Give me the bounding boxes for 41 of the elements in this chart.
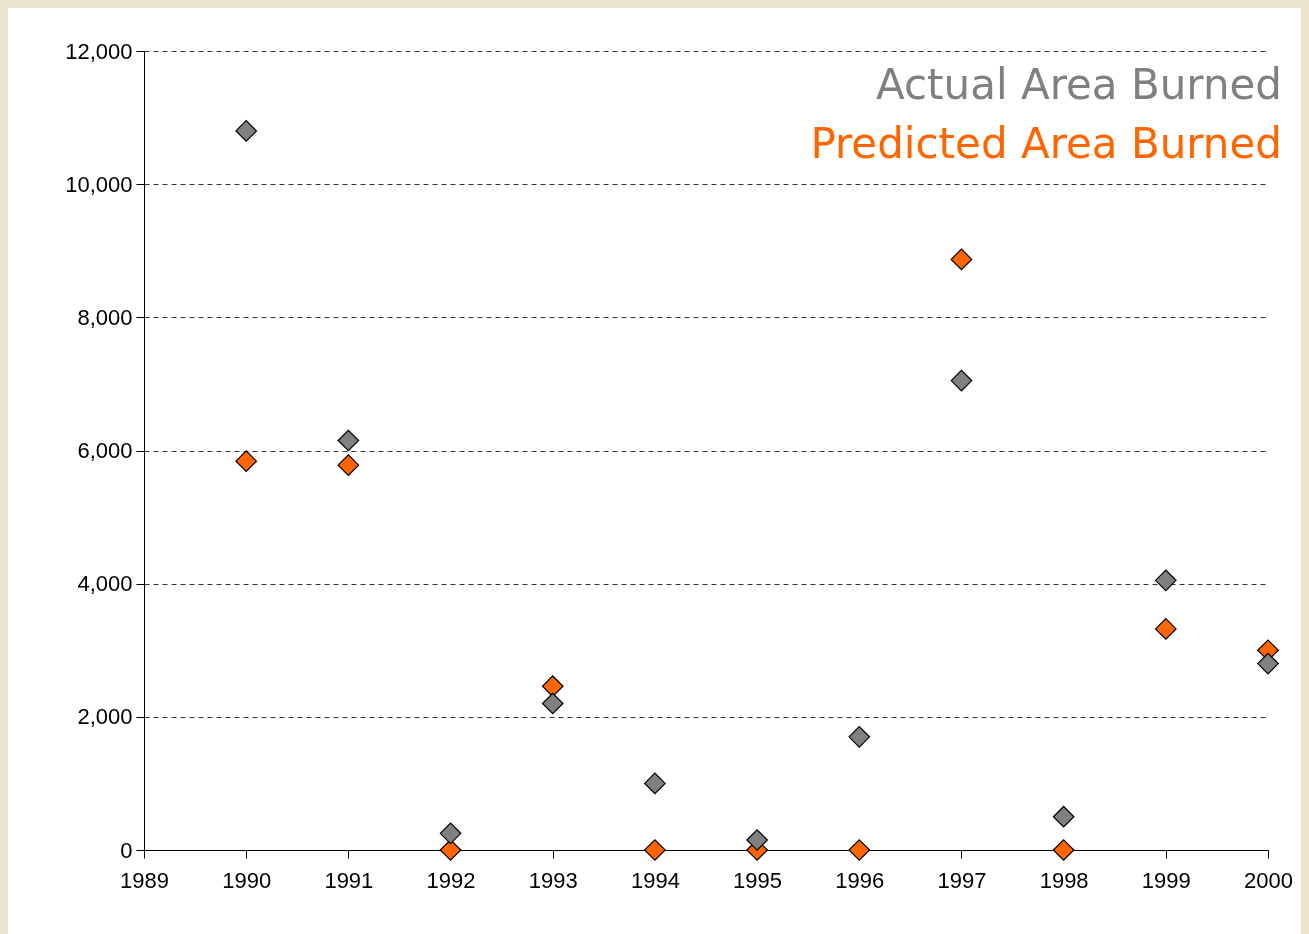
y-tick-label: 4,000: [77, 571, 133, 597]
point: [950, 248, 973, 271]
x-tick-label: 1995: [733, 867, 783, 893]
point: [644, 839, 666, 861]
point: [337, 429, 360, 452]
point: [746, 829, 768, 851]
y-tick-label: 0: [120, 837, 133, 863]
point: [439, 839, 462, 861]
y-tick-label: 10,000: [65, 171, 133, 197]
y-tick-label: 6,000: [77, 438, 133, 463]
x-tick-label: 1999: [1141, 867, 1191, 893]
point: [1154, 569, 1177, 592]
y-tick-label: 12,000: [65, 38, 133, 64]
point: [541, 675, 564, 698]
point: [1257, 652, 1279, 675]
text: Actual Area Burned: [875, 60, 1282, 109]
x-tick-label: 1994: [630, 867, 680, 893]
y-tick-label: 2,000: [77, 704, 133, 730]
point: [235, 450, 258, 472]
point: [439, 822, 462, 845]
point: [848, 725, 871, 748]
x-tick-label: 1997: [937, 867, 987, 893]
y-tick-label: 8,000: [77, 304, 133, 330]
point: [337, 454, 360, 476]
x-tick-label: 1993: [528, 867, 578, 893]
text: Predicted Area Burned: [810, 119, 1282, 168]
x-tick-label: 1989: [120, 867, 169, 893]
point: [1052, 839, 1075, 861]
point: [848, 839, 871, 861]
point: [1052, 805, 1075, 828]
point: [950, 369, 973, 392]
x-tick-label: 1998: [1039, 867, 1089, 893]
x-tick-label: 1991: [324, 867, 374, 893]
x-tick-label: 2000: [1244, 867, 1293, 893]
x-tick-label: 1992: [426, 867, 476, 893]
point: [541, 692, 564, 715]
x-tick-label: 1996: [835, 867, 885, 893]
point: [1154, 618, 1177, 640]
x-tick-label: 1990: [222, 867, 272, 893]
point: [644, 772, 666, 795]
point: [235, 120, 258, 142]
